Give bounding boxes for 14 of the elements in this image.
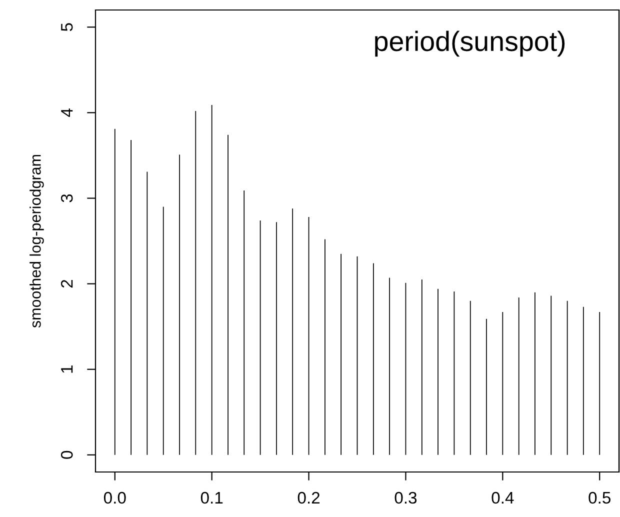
y-tick-label: 0 (60, 450, 73, 459)
x-tick-label: 0.5 (588, 492, 610, 504)
y-tick-label: 5 (61, 23, 73, 32)
x-tick-label: 0.1 (200, 492, 223, 504)
text: period(sunspot) (375, 30, 565, 57)
y-tick-label: 4 (61, 108, 73, 117)
y-axis-title: smoothed log-periodgram (30, 154, 44, 328)
x-tick-label: 0.4 (492, 492, 514, 504)
x-tick-label: 0.0 (104, 492, 126, 504)
x-tick-label: 0.2 (298, 492, 320, 504)
y-tick-label: 1 (61, 366, 73, 373)
x-tick-label: 0.3 (394, 492, 417, 504)
y-tick-label: 2 (60, 280, 73, 288)
y-tick-label: 3 (60, 194, 73, 202)
